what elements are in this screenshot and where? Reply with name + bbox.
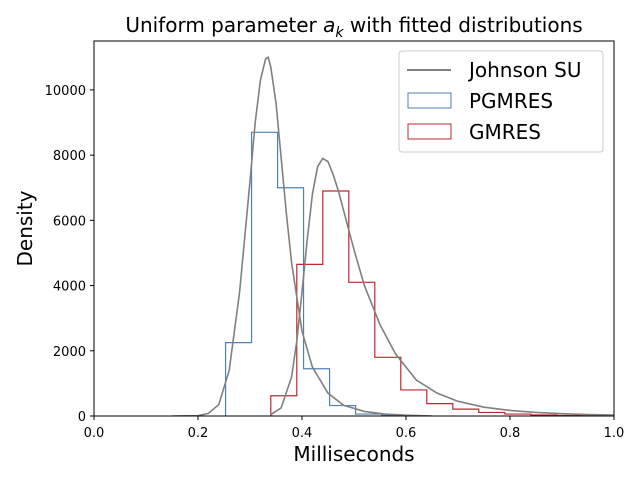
legend-label-johnson-su: Johnson SU (467, 58, 582, 82)
x-axis-label: Milliseconds (293, 442, 414, 466)
histogram-outline (270, 190, 610, 416)
legend-label-gmres: GMRES (469, 120, 541, 144)
legend-label-pgmres: PGMRES (469, 89, 553, 113)
x-axis: 0.0 0.2 0.4 0.6 0.8 1.0 (84, 416, 625, 441)
histogram-outline (224, 131, 409, 416)
histogram-gmres (270, 190, 610, 416)
y-tick-label: 8000 (53, 149, 86, 164)
axes-frame (93, 40, 615, 417)
chart-title: Uniform parameter ak with fitted distrib… (125, 13, 582, 41)
x-tick-label: 1.0 (604, 426, 625, 441)
y-tick-label: 4000 (53, 280, 86, 295)
x-tick-label: 0.4 (292, 426, 313, 441)
x-tick-label: 0.0 (84, 426, 105, 441)
y-tick-label: 2000 (53, 345, 86, 360)
x-tick-label: 0.2 (188, 426, 209, 441)
histogram-pgmres (224, 131, 409, 416)
x-tick-label: 0.8 (500, 426, 521, 441)
legend-box (398, 50, 604, 153)
x-tick-label: 0.6 (396, 426, 417, 441)
y-tick-label: 10000 (45, 84, 86, 99)
legend-swatch-pgmres (407, 92, 452, 109)
y-tick-label: 6000 (53, 214, 86, 229)
y-axis-label: Density (13, 190, 37, 266)
y-axis: 0 2000 4000 6000 8000 10000 (45, 84, 94, 425)
legend-swatch-gmres (407, 123, 452, 140)
legend: Johnson SU PGMRES GMRES (398, 50, 604, 153)
fit-curve-pgmres (171, 56, 433, 416)
fit-curve-gmres (270, 157, 614, 416)
plot-area (171, 56, 614, 416)
y-tick-label: 0 (78, 410, 86, 425)
